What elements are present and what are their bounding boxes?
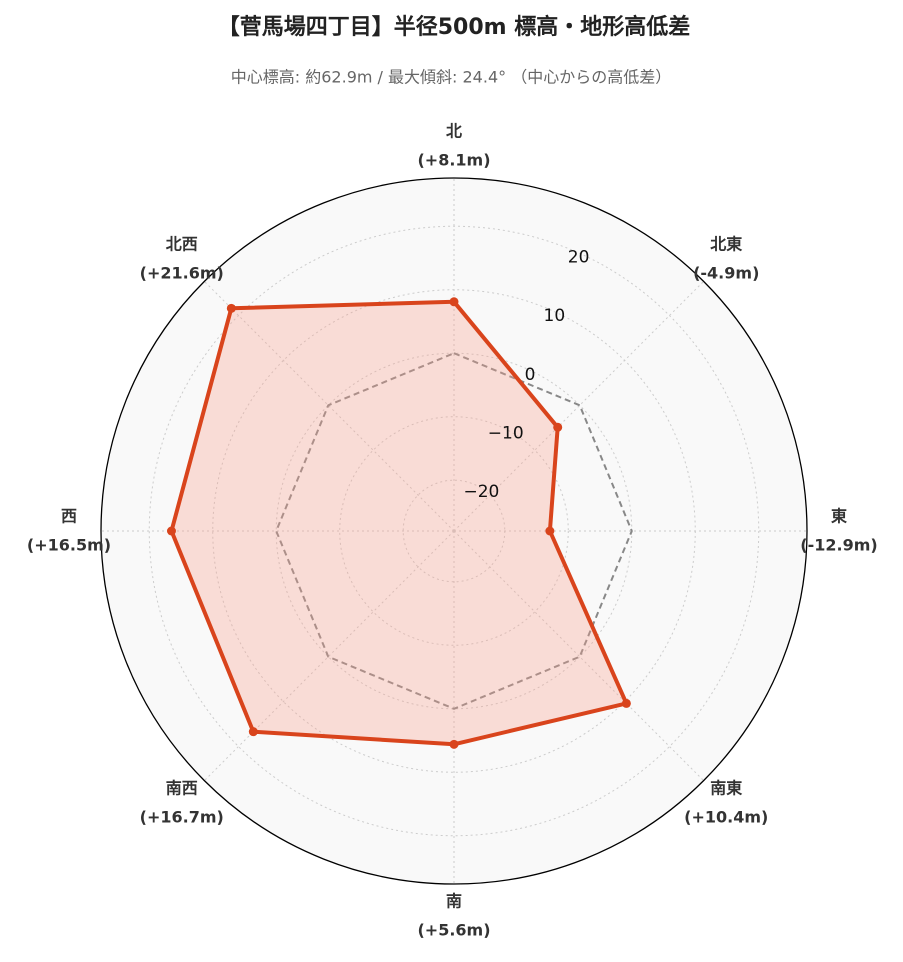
- chart-title: 【菅馬場四丁目】半径500m 標高・地形高低差: [218, 14, 691, 40]
- data-point: [553, 422, 563, 432]
- category-label: 西: [61, 507, 77, 526]
- category-value-label: (+21.6m): [140, 263, 224, 282]
- data-point: [545, 526, 555, 536]
- category-label: 北: [446, 122, 462, 141]
- category-label: 南西: [166, 779, 198, 798]
- r-tick-label: 0: [525, 365, 536, 385]
- data-point: [226, 303, 236, 313]
- category-label: 南: [446, 892, 462, 911]
- category-value-label: (+5.6m): [417, 921, 490, 940]
- data-point: [621, 698, 631, 708]
- r-tick-label: −20: [463, 482, 499, 502]
- data-point: [449, 739, 459, 749]
- category-label: 南東: [710, 779, 742, 798]
- r-tick-label: 20: [568, 247, 590, 267]
- category-value-label: (-4.9m): [693, 263, 759, 282]
- grid-circle: [339, 416, 569, 646]
- category-label: 東: [831, 507, 847, 526]
- category-value-label: (+8.1m): [417, 151, 490, 170]
- grid-circle: [148, 225, 760, 837]
- category-value-label: (+16.5m): [27, 536, 111, 555]
- category-value-label: (+16.7m): [140, 808, 224, 827]
- radial-grid-line: [204, 281, 455, 532]
- radial-grid-line: [204, 530, 455, 781]
- radial-grid-line: [453, 281, 704, 532]
- data-point: [248, 727, 258, 737]
- reference-line: [275, 352, 633, 710]
- category-label: 北東: [710, 234, 742, 253]
- category-value-label: (-12.9m): [800, 536, 877, 555]
- data-point: [166, 526, 176, 536]
- radial-grid-line: [453, 530, 704, 781]
- data-point: [449, 297, 459, 307]
- category-label: 北西: [166, 234, 198, 253]
- polar-border: [100, 177, 808, 885]
- category-value-label: (+10.4m): [684, 808, 768, 827]
- chart-subtitle: 中心標高: 約62.9m / 最大傾斜: 24.4° （中心からの高低差）: [231, 68, 671, 87]
- r-tick-label: −10: [488, 423, 524, 443]
- r-tick-label: 10: [544, 306, 566, 326]
